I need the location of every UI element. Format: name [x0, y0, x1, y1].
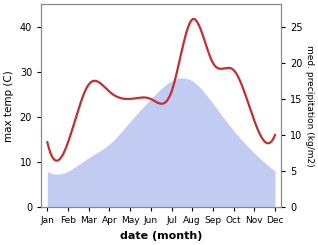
X-axis label: date (month): date (month) — [120, 231, 202, 241]
Y-axis label: max temp (C): max temp (C) — [4, 70, 14, 142]
Y-axis label: med. precipitation (kg/m2): med. precipitation (kg/m2) — [305, 45, 314, 167]
